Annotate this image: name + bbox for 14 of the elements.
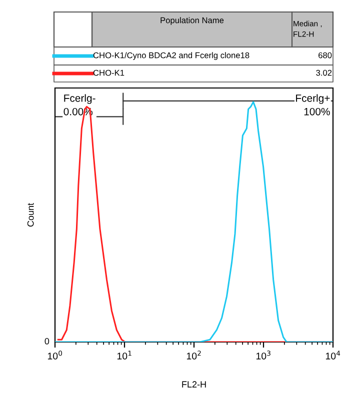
- x-tick-label: 10$^{0}$: [48, 350, 62, 360]
- x-tick-label: 10$^{1}$: [117, 350, 132, 360]
- annotation: Fcerlg+ 100%: [296, 94, 330, 116]
- x-tick-label: 10$^{3}$: [256, 350, 270, 360]
- text: 0: [44, 338, 50, 344]
- legend-label: CHO-K1/Cyno BDCA2 and Fcerlg clone18: [93, 52, 250, 60]
- x-tick-label: 10$^{2}$: [186, 350, 201, 360]
- y-axis-title: Count: [27, 203, 34, 227]
- x-axis-title: FL2-H: [182, 381, 206, 388]
- text: 3.02: [316, 70, 332, 76]
- x-tick-label: 10$^{4}$: [326, 350, 340, 360]
- text: Population Name: [160, 17, 224, 25]
- legend-label: CHO-K1: [93, 70, 124, 76]
- text: 680: [318, 52, 332, 58]
